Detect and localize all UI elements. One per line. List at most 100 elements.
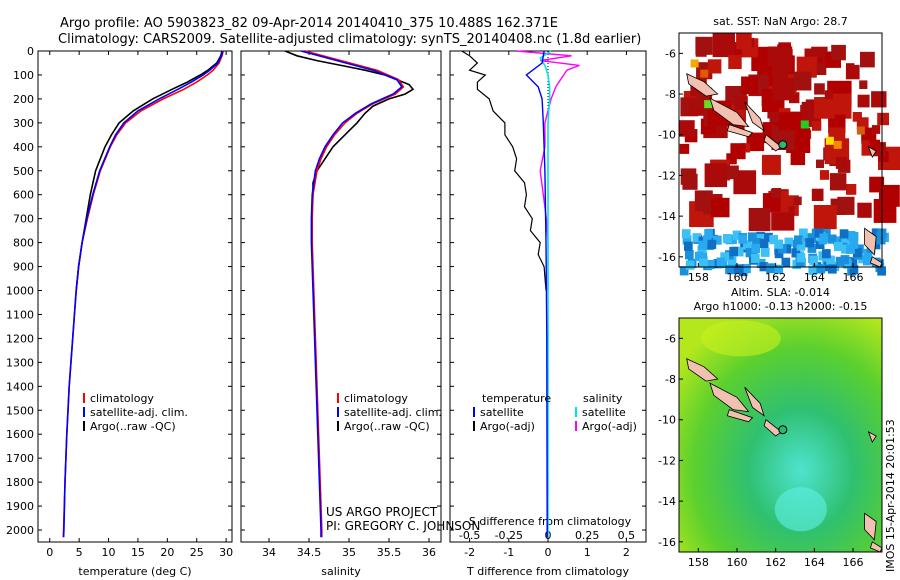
sla-blob-low [774, 487, 827, 532]
sst-cell-cool [871, 228, 881, 238]
sst-cell [733, 170, 757, 195]
sst-cell [704, 163, 728, 188]
sst-cell-cool [692, 233, 702, 243]
sst-cell-cool [716, 257, 726, 267]
sst-cell [877, 112, 889, 126]
map-y-label: -12 [658, 169, 676, 182]
x-tick-label: 30 [219, 546, 233, 559]
y-tick-label: 1200 [6, 332, 34, 345]
temp-argo-line [75, 50, 223, 291]
diff-t-satellite-line [525, 50, 548, 538]
salinity-panel: 34 34.5 35 35.5 36 salinity climatologysatelli… [240, 50, 442, 578]
sst-cell-cool [713, 235, 722, 245]
y-tick-label: 300 [13, 117, 34, 130]
sst-cell [730, 143, 746, 160]
sst-cell-cool [766, 263, 775, 274]
map-x-label: 166 [843, 556, 864, 569]
sst-cell-cool [729, 247, 738, 257]
x-tick-label: 36 [422, 546, 436, 559]
sst-cell-cool [723, 234, 732, 244]
x-tick-label: 20 [160, 546, 174, 559]
sst-cell [814, 83, 825, 95]
sst-cell-cool [759, 238, 769, 248]
map-y-label: -8 [665, 88, 676, 101]
sst-cell-cool [685, 250, 694, 260]
x-tick-label: 2 [623, 546, 630, 559]
sst-cell [869, 139, 880, 151]
sst-cell-cool [877, 266, 886, 276]
sst-cell-cool [814, 228, 824, 238]
sst-cell [741, 143, 751, 153]
temp-legend-2-label: Argo(..raw -QC) [90, 420, 176, 433]
y-tick-label: 1900 [6, 500, 34, 513]
sst-cell-cool [863, 248, 873, 259]
island-3 [726, 409, 754, 423]
sst-cell-warm [856, 126, 865, 135]
diff-legend-t-argo-label: Argo(-adj) [480, 420, 535, 433]
sst-cell-cool [734, 247, 744, 257]
sst-cell [857, 202, 872, 218]
sst-cell [736, 33, 752, 50]
map-y-label: -14 [658, 210, 676, 223]
sst-cell-cool [764, 232, 773, 242]
y-tick-label: 700 [13, 213, 34, 226]
sst-cell [859, 80, 868, 89]
sst-cell [857, 94, 870, 108]
sst-cell-cool [760, 247, 770, 257]
header-line1: Argo profile: AO 5903823_82 09-Apr-2014 … [60, 16, 558, 31]
sst-cell-cool [734, 264, 744, 274]
map-y-label: -10 [658, 414, 676, 427]
sst-cell [831, 44, 846, 61]
y-tick-label: 100 [13, 69, 34, 82]
sst-cell-cool [774, 264, 784, 274]
x-tick-label: 35.5 [377, 546, 402, 559]
sst-cell [829, 173, 847, 191]
sst-cell [748, 208, 771, 232]
sst-cell [811, 121, 822, 131]
y-tick-label: 1300 [6, 356, 34, 369]
temperature-panel: 0100200300400500600700800900100011001200… [6, 45, 233, 578]
temp-legend-0-label: climatology [90, 392, 154, 405]
map-frame [678, 317, 883, 553]
sst-cell-cool [827, 234, 837, 244]
sst-cell-cool [826, 255, 835, 265]
x2-tick-label: 0.25 [575, 529, 600, 542]
sst-cell [793, 196, 802, 206]
sal-legend-0-label: climatology [344, 392, 408, 405]
island-4 [763, 419, 783, 437]
y-tick-label: 500 [13, 165, 34, 178]
sst-cell [772, 61, 789, 78]
sst-cell-cool [781, 257, 791, 267]
sst-cell-cool [728, 234, 737, 244]
sst-cell-cool [791, 248, 801, 258]
sst-cell-cool [846, 244, 855, 254]
sal-satellite-line [300, 50, 403, 538]
sst-cell [772, 78, 794, 101]
sst-cell-cool [835, 256, 845, 266]
map-y-label: -6 [665, 47, 676, 60]
sst-cell [771, 188, 782, 199]
x2-tick-label: -0.5 [459, 529, 480, 542]
map-y-label: -10 [658, 129, 676, 142]
sst-map-panel: sat. SST: NaN Argo: 28.7 158 160 162 164 166 -… [658, 15, 900, 284]
island-2 [744, 101, 765, 132]
sst-cell [789, 92, 800, 104]
sst-cell [707, 59, 722, 74]
sst-cell [746, 132, 765, 152]
sst-cell-cool [682, 235, 692, 245]
sst-cell [734, 96, 748, 111]
sst-cell-cool [838, 239, 848, 249]
y-tick-label: 1800 [6, 476, 34, 489]
y-tick-label: 600 [13, 189, 34, 202]
sst-cell-cool [796, 253, 806, 263]
sal-argo-line [284, 50, 415, 219]
sst-cell-cool [702, 235, 712, 245]
sst-cell [811, 188, 824, 201]
x-tick-label: 5 [76, 546, 83, 559]
sst-cell-cool [685, 260, 695, 270]
island-5 [864, 227, 877, 256]
header-line2: Climatology: CARS2009. Satellite-adjuste… [58, 32, 641, 47]
argo-position-marker [778, 425, 788, 435]
